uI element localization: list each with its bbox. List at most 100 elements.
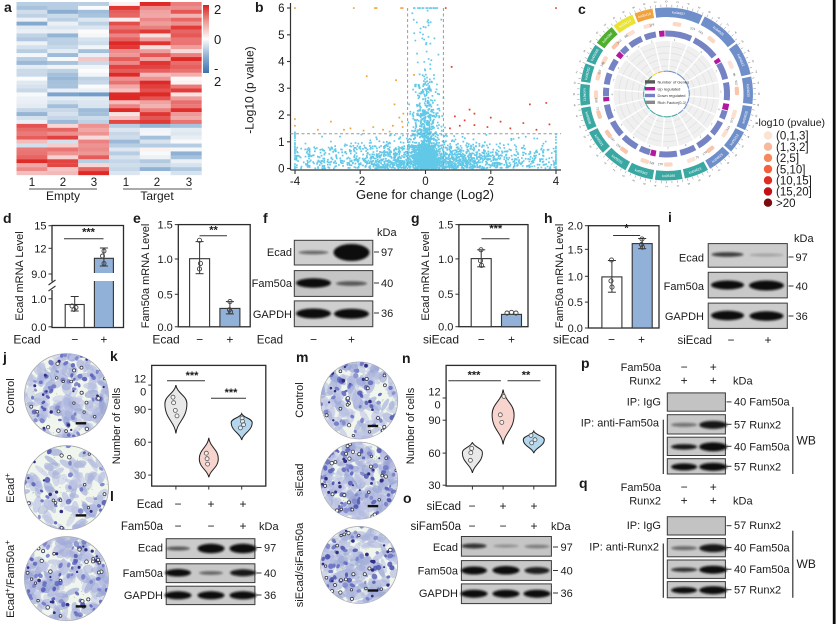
svg-text:521: 521	[690, 26, 696, 31]
svg-text:siEcad: siEcad	[553, 333, 589, 347]
svg-text:l: l	[110, 488, 114, 504]
svg-text:+: +	[530, 519, 537, 533]
svg-text:507: 507	[734, 80, 738, 86]
svg-text:−: −	[468, 519, 475, 533]
svg-text:40 Fam50a: 40 Fam50a	[734, 543, 791, 555]
svg-text:(5,10]: (5,10]	[776, 164, 805, 176]
svg-text:2: 2	[278, 110, 284, 122]
svg-text:0: 0	[434, 400, 440, 412]
svg-text:Number of Genes: Number of Genes	[658, 80, 690, 85]
svg-text:−: −	[681, 360, 688, 374]
svg-text:Control: Control	[294, 382, 306, 417]
svg-text:−: −	[310, 333, 317, 347]
svg-text:108: 108	[594, 98, 598, 103]
svg-text:−: −	[608, 333, 615, 347]
svg-text:1.5: 1.5	[438, 220, 453, 232]
svg-text:**: **	[209, 225, 218, 237]
svg-text:p: p	[581, 355, 590, 371]
svg-text:o: o	[403, 490, 412, 506]
svg-text:(2,5]: (2,5]	[776, 153, 799, 165]
svg-text:30: 30	[134, 470, 146, 482]
svg-text:−: −	[174, 497, 181, 511]
svg-text:1.0: 1.0	[568, 271, 583, 283]
svg-text:1: 1	[29, 177, 35, 189]
svg-text:Ecad: Ecad	[433, 542, 458, 554]
svg-text:1: 1	[278, 137, 284, 149]
svg-text:+: +	[499, 499, 506, 513]
svg-text:Target: Target	[140, 189, 174, 203]
svg-text:Ecad: Ecad	[152, 333, 179, 347]
svg-text:Fam50a: Fam50a	[252, 278, 293, 290]
svg-text:m: m	[296, 349, 308, 365]
svg-text:IP: IgG: IP: IgG	[627, 520, 661, 532]
svg-text:siEcad: siEcad	[677, 335, 712, 347]
svg-text:ko04630: ko04630	[746, 84, 751, 97]
svg-text:+: +	[239, 519, 246, 533]
svg-text:+: +	[681, 493, 688, 507]
svg-text:(0,1,3]: (0,1,3]	[776, 131, 809, 143]
svg-text:−: −	[468, 499, 475, 513]
svg-text:1.5: 1.5	[158, 220, 173, 232]
svg-text:Fam50a: Fam50a	[621, 362, 662, 374]
svg-text:40 Fam50a: 40 Fam50a	[734, 441, 791, 453]
svg-text:f: f	[263, 210, 268, 226]
svg-text:30: 30	[428, 480, 440, 492]
svg-text:8: 8	[573, 92, 575, 96]
svg-text:ko04672: ko04672	[582, 88, 586, 101]
svg-text:siEcad: siEcad	[423, 333, 459, 347]
svg-text:0.5: 0.5	[438, 289, 453, 301]
svg-text:Ecad mRNA Level: Ecad mRNA Level	[14, 231, 26, 320]
svg-text:-4: -4	[290, 176, 301, 188]
svg-text:4: 4	[278, 57, 285, 69]
svg-text:Runx2: Runx2	[629, 495, 661, 507]
svg-text:IP: anti-Runx2: IP: anti-Runx2	[589, 542, 659, 554]
svg-text:36: 36	[381, 308, 393, 320]
svg-text:+: +	[681, 373, 688, 387]
svg-text:Fam50a: Fam50a	[123, 568, 164, 580]
svg-text:40: 40	[796, 281, 808, 293]
svg-text:Control: Control	[5, 378, 17, 413]
svg-text:97: 97	[561, 542, 573, 554]
svg-text:97: 97	[381, 247, 393, 259]
svg-text:40: 40	[561, 566, 573, 578]
svg-text:6: 6	[278, 3, 284, 15]
svg-text:9.0: 9.0	[31, 269, 46, 281]
svg-text:−: −	[71, 333, 78, 347]
svg-text:+: +	[207, 497, 214, 511]
svg-text:+: +	[239, 497, 246, 511]
svg-text:kDa: kDa	[259, 521, 279, 533]
svg-text:0: 0	[278, 164, 284, 176]
svg-text:−: −	[499, 519, 506, 533]
svg-text:2: 2	[60, 177, 66, 189]
svg-text:e: e	[133, 210, 141, 226]
svg-text:c: c	[578, 1, 586, 17]
svg-text:−: −	[174, 519, 181, 533]
svg-text:0: 0	[665, 0, 669, 2]
svg-text:40 Fam50a: 40 Fam50a	[734, 564, 791, 576]
svg-text:Gene for change (Log2): Gene for change (Log2)	[356, 187, 494, 202]
svg-text:−: −	[727, 333, 734, 347]
svg-text:57 Runx2: 57 Runx2	[734, 585, 781, 597]
svg-text:***: ***	[468, 370, 482, 382]
svg-text:0.5: 0.5	[568, 297, 583, 309]
svg-text:3: 3	[186, 177, 192, 189]
svg-text:GAPDH: GAPDH	[419, 588, 458, 600]
svg-text:+: +	[226, 333, 233, 347]
svg-text:Number of cells: Number of cells	[405, 387, 417, 464]
svg-text:−: −	[196, 333, 203, 347]
svg-text:Ecad mRNA Level: Ecad mRNA Level	[420, 231, 432, 320]
svg-text:(10,15]: (10,15]	[776, 176, 812, 188]
svg-text:57 Runx2: 57 Runx2	[734, 520, 781, 532]
svg-text:*: *	[624, 223, 629, 235]
svg-text:siEcad/siFam50a: siEcad/siFam50a	[294, 522, 306, 607]
svg-text:+: +	[710, 373, 717, 387]
svg-text:+: +	[348, 333, 355, 347]
svg-text:−: −	[681, 480, 688, 494]
svg-text:−: −	[207, 519, 214, 533]
svg-text:+: +	[710, 493, 717, 507]
svg-text:12: 12	[34, 243, 46, 255]
svg-text:kDa: kDa	[377, 227, 397, 239]
svg-text:+: +	[530, 499, 537, 513]
svg-text:GAPDH: GAPDH	[124, 590, 163, 602]
svg-text:Fam50a: Fam50a	[621, 482, 662, 494]
